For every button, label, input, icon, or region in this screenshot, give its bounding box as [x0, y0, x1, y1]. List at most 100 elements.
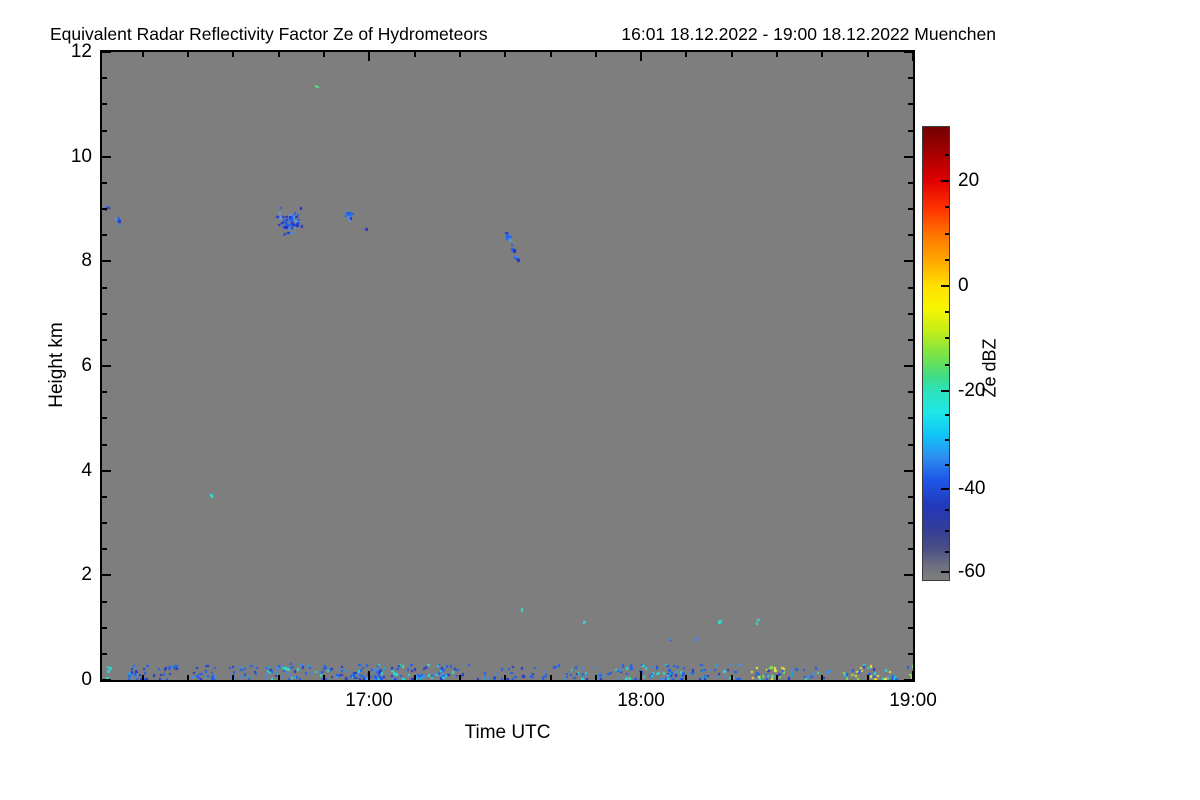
x-minor-tick — [142, 675, 144, 680]
x-minor-tick-top — [867, 52, 869, 57]
colorbar-minor-tick — [945, 206, 949, 208]
x-minor-tick-top — [595, 52, 597, 57]
y-minor-tick-right — [908, 339, 913, 341]
colorbar-minor-tick — [945, 364, 949, 366]
x-minor-tick — [323, 675, 325, 680]
y-minor-tick — [102, 601, 107, 603]
y-minor-tick — [102, 627, 107, 629]
colorbar-major-tick — [941, 285, 949, 287]
y-minor-tick — [102, 77, 107, 79]
x-major-tick — [640, 671, 642, 680]
x-minor-tick-top — [414, 52, 416, 57]
colorbar-minor-tick — [945, 414, 949, 416]
x-minor-tick-top — [278, 52, 280, 57]
x-major-tick-top — [912, 52, 914, 61]
y-minor-tick-right — [908, 627, 913, 629]
x-major-tick — [912, 671, 914, 680]
y-minor-tick-right — [908, 653, 913, 655]
y-minor-tick-right — [908, 287, 913, 289]
chart-title-row: Equivalent Radar Reflectivity Factor Ze … — [50, 24, 996, 45]
y-minor-tick — [102, 522, 107, 524]
y-minor-tick-right — [908, 208, 913, 210]
y-major-tick — [102, 574, 111, 576]
y-minor-tick-right — [908, 313, 913, 315]
y-minor-tick-right — [908, 522, 913, 524]
x-minor-tick — [595, 675, 597, 680]
y-axis-title: Height km — [46, 322, 67, 408]
y-minor-tick-right — [908, 601, 913, 603]
colorbar-minor-tick — [945, 337, 949, 339]
y-tick-label: 4 — [81, 460, 92, 481]
y-minor-tick — [102, 417, 107, 419]
colorbar: 20 0 -20 -40 -60 — [922, 126, 985, 582]
plot-inner: 17:00 18:00 19:00 0 2 4 6 8 10 12 Time UTC — [71, 41, 937, 743]
chart-title: Equivalent Radar Reflectivity Factor Ze … — [50, 24, 488, 44]
x-major-tick-top — [368, 52, 370, 61]
x-minor-tick-top — [504, 52, 506, 57]
y-major-tick — [102, 679, 111, 681]
y-minor-tick-right — [908, 234, 913, 236]
x-minor-tick — [821, 675, 823, 680]
y-minor-tick — [102, 208, 107, 210]
y-minor-tick — [102, 339, 107, 341]
y-tick-label: 8 — [81, 250, 92, 271]
plot-area: 17:00 18:00 19:00 0 2 4 6 8 10 12 Time UTC — [71, 41, 937, 743]
x-minor-tick — [504, 675, 506, 680]
y-minor-tick — [102, 444, 107, 446]
x-minor-tick — [776, 675, 778, 680]
y-major-tick-right — [904, 365, 913, 367]
x-minor-tick — [550, 675, 552, 680]
x-minor-tick-top — [550, 52, 552, 57]
x-minor-tick-top — [323, 52, 325, 57]
colorbar-title: Ze dBZ — [979, 338, 1000, 398]
y-major-tick — [102, 260, 111, 262]
colorbar-tick-label: -20 — [958, 380, 986, 401]
y-tick-label: 2 — [81, 564, 92, 585]
x-minor-tick-top — [232, 52, 234, 57]
y-minor-tick-right — [908, 496, 913, 498]
x-minor-tick-top — [459, 52, 461, 57]
x-minor-tick — [187, 675, 189, 680]
y-minor-tick — [102, 234, 107, 236]
y-major-tick — [102, 470, 111, 472]
colorbar-tick-label: -60 — [958, 561, 986, 582]
colorbar-minor-tick — [945, 259, 949, 261]
x-minor-tick-top — [685, 52, 687, 57]
colorbar-major-tick — [941, 180, 949, 182]
y-tick-label: 6 — [81, 355, 92, 376]
x-minor-tick — [459, 675, 461, 680]
colorbar-major-tick — [941, 571, 949, 573]
y-major-tick-right — [904, 574, 913, 576]
y-minor-tick-right — [908, 444, 913, 446]
x-minor-tick — [232, 675, 234, 680]
y-tick-label: 0 — [81, 669, 92, 690]
x-minor-tick — [867, 675, 869, 680]
colorbar-minor-tick — [945, 509, 949, 511]
x-minor-tick — [278, 675, 280, 680]
chart-title-daterange: 16:01 18.12.2022 - 19:00 18.12.2022 Muen… — [621, 24, 996, 44]
colorbar-tick-label: 0 — [958, 275, 969, 296]
x-minor-tick — [731, 675, 733, 680]
colorbar-major-tick — [941, 390, 949, 392]
y-tick-label: 12 — [70, 41, 92, 62]
y-major-tick-right — [904, 679, 913, 681]
y-major-tick-right — [904, 470, 913, 472]
y-major-tick-right — [904, 51, 913, 53]
y-major-tick — [102, 156, 111, 158]
y-minor-tick-right — [908, 103, 913, 105]
colorbar-minor-tick — [945, 530, 949, 532]
y-major-tick — [102, 51, 111, 53]
x-major-tick — [368, 671, 370, 680]
reflectivity-heatmap-canvas — [102, 52, 913, 680]
y-minor-tick — [102, 103, 107, 105]
y-tick-label: 10 — [70, 146, 92, 167]
colorbar-minor-tick — [945, 154, 949, 156]
colorbar-minor-tick — [945, 464, 949, 466]
x-minor-tick-top — [776, 52, 778, 57]
y-minor-tick — [102, 313, 107, 315]
y-minor-tick-right — [908, 130, 913, 132]
y-major-tick-right — [904, 260, 913, 262]
colorbar-minor-tick — [945, 311, 949, 313]
x-axis-title: Time UTC — [464, 722, 551, 743]
y-minor-tick — [102, 182, 107, 184]
